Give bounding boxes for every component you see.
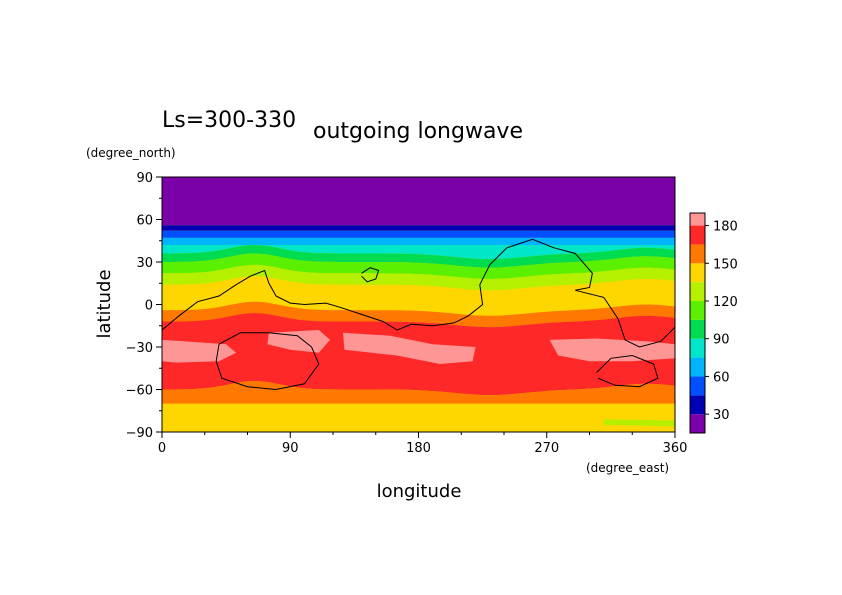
y-axis: 90 60 30 0 −30 −60 −90: [126, 171, 162, 441]
colorbar-swatch: [690, 244, 705, 264]
heatmap-band: [162, 225, 675, 231]
heatmap-band: [162, 301, 675, 328]
colorbar-swatch: [690, 338, 705, 358]
colorbar-label: 30: [713, 408, 730, 423]
y-tick-label: 30: [136, 256, 153, 271]
colorbar-label: 150: [713, 257, 738, 272]
colorbar-label: 60: [713, 370, 730, 385]
heatmap-high-patch: [343, 332, 476, 364]
y-tick-label: −90: [126, 426, 153, 441]
colorbar-label: 120: [713, 295, 738, 310]
colorbar-swatch: [690, 319, 705, 339]
colorbar: 30 60 90 120 150 180: [689, 212, 738, 434]
heatmap-patch: [603, 419, 675, 427]
plot-area: [161, 176, 676, 433]
heatmap-band: [162, 264, 675, 291]
x-tick-label: 0: [158, 441, 166, 456]
heatmap-band: [162, 177, 675, 226]
colorbar-swatch: [690, 376, 705, 396]
heatmap-band: [162, 245, 675, 260]
x-tick-label: 270: [534, 441, 559, 456]
heatmap-band: [162, 230, 675, 238]
heatmap-band: [162, 287, 675, 316]
colorbar-swatch: [690, 301, 705, 320]
heatmap-band: [162, 237, 675, 245]
y-tick-label: 60: [136, 214, 153, 229]
heatmap-band: [162, 245, 675, 268]
heatmap-band: [162, 403, 675, 432]
colorbar-label: 90: [713, 333, 730, 348]
y-tick-label: 0: [145, 299, 153, 314]
y-tick-label: −30: [126, 341, 153, 356]
heatmap-band: [162, 253, 675, 279]
colorbar-swatch: [690, 414, 705, 433]
heatmap-high-patch: [267, 330, 331, 353]
colorbar-swatch: [690, 357, 705, 377]
heatmap-high-patch: [549, 338, 675, 362]
x-tick-label: 360: [663, 441, 688, 456]
colorbar-frame: [689, 212, 706, 434]
y-tick-label: −60: [126, 384, 153, 399]
colorbar-swatch: [690, 225, 705, 245]
contour-line: [361, 267, 380, 283]
heatmap-high-patch: [162, 339, 237, 363]
x-axis-title: longitude: [377, 481, 462, 502]
heatmap-field: [162, 177, 675, 432]
y-tick-label: 90: [136, 171, 153, 186]
contour-line: [162, 238, 675, 348]
y-axis-title: latitude: [94, 269, 115, 338]
colorbar-swatch: [690, 263, 705, 283]
colorbar-swatch: [690, 395, 705, 415]
x-axis: 0 90 180 270 360: [158, 432, 688, 456]
contour-line: [596, 354, 659, 388]
topography-contours: [162, 238, 675, 391]
colorbar-swatch: [690, 282, 705, 301]
colorbar-swatch: [690, 213, 705, 226]
x-tick-label: 90: [282, 441, 299, 456]
colorbar-label: 180: [713, 220, 738, 235]
chart-subtitle: Ls=300-330: [162, 108, 296, 133]
heatmap-band: [162, 276, 675, 302]
y-unit-label: (degree_north): [86, 146, 176, 160]
x-tick-label: 180: [406, 441, 431, 456]
x-unit-label: (degree_east): [586, 461, 669, 475]
contour-line: [215, 332, 320, 391]
chart-title: outgoing longwave: [313, 119, 523, 144]
